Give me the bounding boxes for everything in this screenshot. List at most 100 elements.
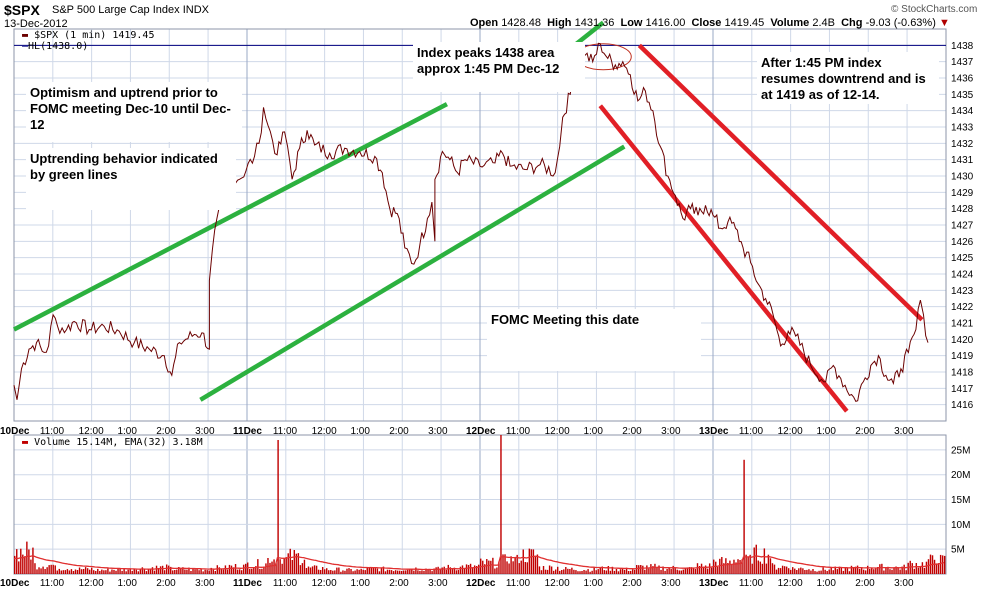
volume-bar (159, 566, 162, 574)
x-tick-label: 1:00 (350, 426, 370, 437)
volume-bar (68, 570, 71, 574)
volume-bar (78, 567, 81, 574)
volume-bar (261, 568, 263, 574)
volume-bar (607, 566, 610, 574)
volume-bar (631, 569, 634, 574)
volume-value: 2.4B (812, 17, 835, 29)
volume-bar (530, 549, 533, 574)
volume-bar (127, 569, 129, 574)
volume-bar (933, 559, 936, 574)
volume-bar (846, 568, 849, 574)
volume-bar (216, 565, 219, 574)
x-tick-label: 3:00 (195, 426, 215, 437)
volume-x-tick-label: 3:00 (195, 578, 215, 589)
volume-bar (733, 559, 735, 574)
volume-bar (806, 569, 808, 574)
volume-bar (218, 567, 221, 574)
volume-bar (623, 569, 626, 574)
volume-bar (48, 565, 50, 574)
volume-bar (498, 561, 500, 574)
volume-bar (206, 570, 208, 574)
price-tick-label: 1428 (951, 204, 974, 215)
volume-bar (131, 570, 133, 574)
volume-bar (486, 559, 488, 574)
volume-bar (226, 569, 229, 574)
volume-bar (822, 567, 824, 574)
volume-bar (269, 562, 271, 574)
x-tick-label: 1:00 (583, 426, 603, 437)
volume-bar (506, 561, 508, 574)
volume-bar (28, 549, 30, 574)
volume-bar (319, 570, 322, 574)
volume-bar (326, 568, 328, 574)
volume-bar (336, 567, 338, 574)
volume-bar (155, 565, 158, 574)
price-tick-label: 1419 (951, 351, 974, 362)
volume-bar (56, 570, 58, 574)
volume-bar (765, 563, 768, 574)
price-tick-label: 1432 (951, 139, 974, 150)
x-tick-label: 12:00 (312, 426, 337, 437)
volume-bar (482, 560, 484, 574)
volume-bar (457, 570, 460, 574)
volume-bar (548, 565, 551, 574)
volume-bar (723, 563, 725, 574)
open-value: 1428.48 (501, 17, 541, 29)
volume-bar (923, 567, 926, 574)
volume-tick-label: 20M (951, 470, 970, 481)
volume-bar (447, 564, 449, 574)
volume-bar (484, 564, 486, 574)
volume-bar (887, 566, 889, 574)
volume-bar (370, 567, 373, 574)
volume-bar (905, 570, 907, 574)
trend-lines (12, 20, 924, 413)
uptrend-line-upper (12, 102, 448, 332)
volume-grid (13, 435, 946, 574)
volume-label: Volume (770, 17, 810, 29)
volume-bar (289, 548, 291, 574)
volume-bar (305, 568, 308, 574)
volume-bar (344, 570, 346, 574)
volume-bar (895, 566, 897, 574)
volume-bar (769, 558, 772, 574)
volume-bar (14, 555, 16, 574)
volume-x-tick-label: 12:00 (545, 578, 570, 589)
volume-bar (409, 568, 411, 574)
volume-bar (591, 570, 593, 574)
volume-bar (646, 565, 648, 574)
volume-bar (188, 567, 190, 574)
change-value: -9.03 (-0.63%) (865, 17, 936, 29)
volume-bar (178, 567, 180, 574)
volume-bar (453, 567, 456, 574)
volume-bar (706, 568, 709, 574)
volume-bar (798, 568, 800, 574)
volume-bar (773, 564, 776, 574)
volume-bar (167, 565, 170, 574)
volume-x-tick-label: 2:00 (622, 578, 642, 589)
volume-bar (625, 567, 628, 574)
volume-bar (433, 568, 435, 574)
volume-bar (879, 564, 881, 574)
volume-bar (309, 567, 312, 574)
volume-bar (903, 564, 905, 574)
volume-bar (700, 563, 703, 574)
volume-x-tick-label: 1:00 (816, 578, 836, 589)
volume-bar (731, 565, 733, 574)
volume-bar (72, 571, 75, 574)
volume-bar (781, 565, 784, 574)
volume-bar (563, 569, 565, 574)
volume-bar (317, 569, 320, 574)
down-arrow-icon: ▼ (938, 17, 950, 29)
volume-bar (534, 555, 537, 574)
volume-bar (123, 568, 125, 574)
volume-bar (417, 570, 419, 574)
volume-bar (741, 559, 743, 574)
volume-bar (603, 570, 606, 574)
volume-bar (670, 569, 672, 574)
volume-bar (889, 569, 891, 574)
hl-legend-text: HL(1438.0) (28, 41, 89, 52)
volume-bar (575, 570, 577, 574)
volume-x-tick-label: 13Dec (699, 578, 729, 589)
volume-bar (135, 569, 137, 574)
volume-bar (107, 568, 109, 574)
